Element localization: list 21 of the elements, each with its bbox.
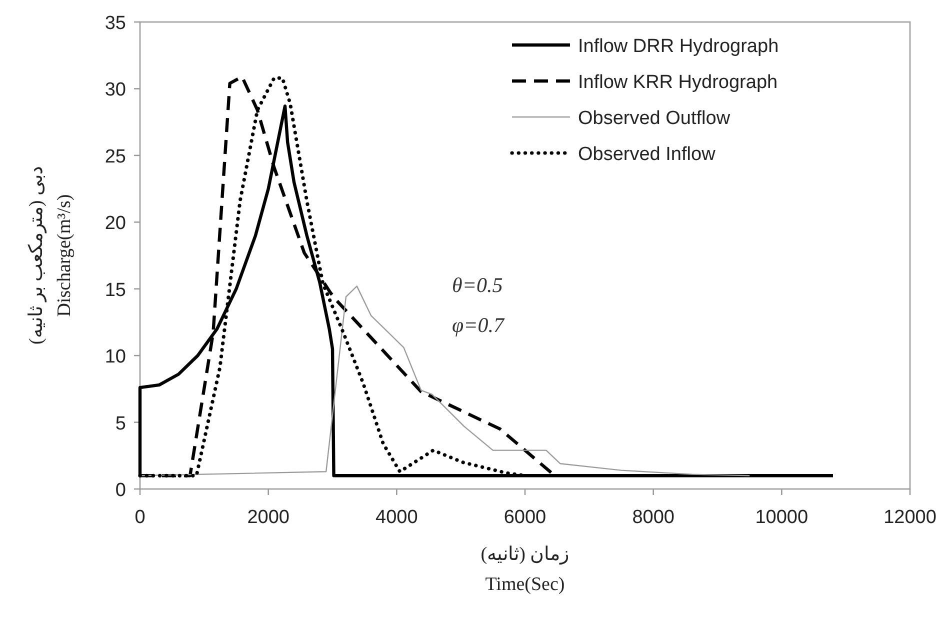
x-tick-label: 12000 <box>884 507 936 528</box>
x-tick-label: 6000 <box>504 507 546 528</box>
x-tick-label: 4000 <box>376 507 418 528</box>
legend-label: Inflow DRR Hydrograph <box>578 36 779 57</box>
annotation: θ=0.5 <box>452 273 503 297</box>
y-tick-label: 15 <box>104 280 126 301</box>
x-tick-label: 2000 <box>247 507 290 528</box>
y-tick-label: 30 <box>104 80 126 101</box>
annotation: φ=0.7 <box>452 313 506 337</box>
y-tick-label: 20 <box>104 213 126 234</box>
y-tick-label: 10 <box>104 346 126 368</box>
x-tick-label: 8000 <box>632 507 674 528</box>
legend-label: Inflow KRR Hydrograph <box>578 72 778 93</box>
x-tick-label: 10000 <box>755 507 808 528</box>
legend-label: Observed Outflow <box>578 108 730 129</box>
x-tick-label: 0 <box>134 507 146 528</box>
legend-label: Observed Inflow <box>578 144 716 165</box>
y-tick-label: 35 <box>104 13 126 34</box>
y-tick-label: 25 <box>104 146 126 168</box>
y-tick-label: 0 <box>115 480 126 501</box>
y-tick-label: 5 <box>115 413 126 434</box>
